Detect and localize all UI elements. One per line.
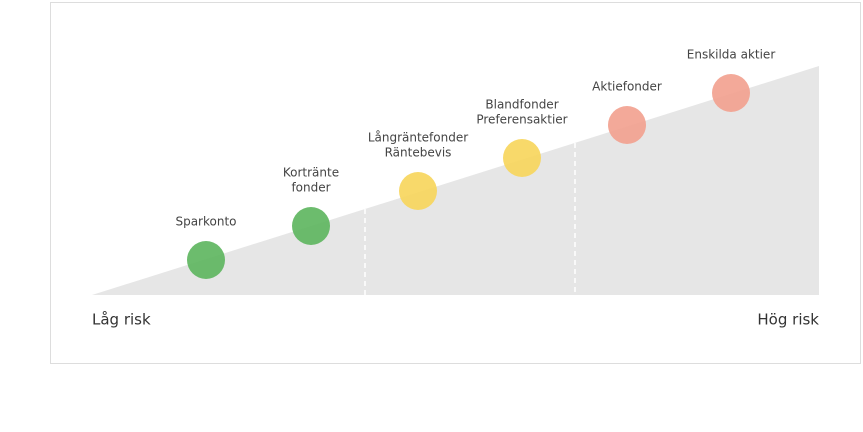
node-label: Enskilda aktier (687, 48, 776, 62)
node-label: Aktiefonder (592, 80, 662, 94)
node-label: Blandfonder (485, 98, 558, 112)
risk-dot (292, 207, 330, 245)
high-risk-label: Hög risk (757, 311, 819, 329)
low-risk-label: Låg risk (92, 311, 151, 329)
node-label: Långräntefonder (368, 131, 468, 145)
risk-dot (503, 139, 541, 177)
node-label: Räntebevis (385, 146, 452, 160)
node-label: Kortränte (283, 166, 339, 180)
node-label: Preferensaktier (476, 113, 567, 127)
risk-dot (399, 172, 437, 210)
risk-dot (608, 106, 646, 144)
node-label: fonder (291, 181, 330, 195)
node-label: Sparkonto (175, 215, 236, 229)
risk-dot (712, 74, 750, 112)
risk-dot (187, 241, 225, 279)
